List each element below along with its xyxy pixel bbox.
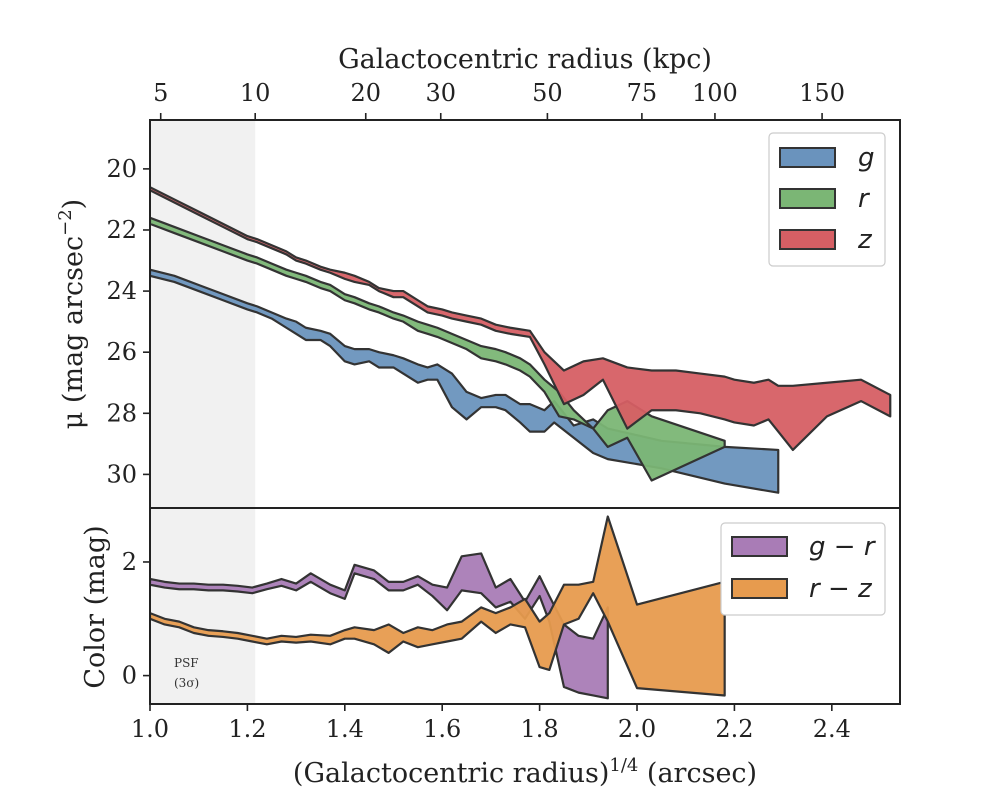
y-tick-label: 22 [106,216,137,244]
legend-label-z: z [857,225,873,255]
top-x-tick-label: 150 [799,79,845,107]
bottom-legend: g − r r − z [720,522,886,616]
x-tick-label: 2.0 [618,715,656,743]
bottom-panel-series [150,515,726,700]
legend-swatch-r-z [731,578,788,599]
psf-shaded-region-bottom [150,508,256,704]
top-x-tick-label: 5 [153,79,168,107]
bottom-y-axis-label: Color (mag) [80,525,111,688]
top-x-tick-label: 50 [532,79,563,107]
color-y-tick-label: 0 [122,662,137,690]
top-x-tick-label: 75 [627,79,658,107]
legend-label-r-z: r − z [809,574,873,604]
psf-shaded-region-top [150,120,256,508]
bottom-x-axis-label: (Galactocentric radius)1/4 (arcsec) [293,755,757,789]
band-r [150,216,726,482]
y-tick-label: 30 [106,460,137,488]
legend-label-g: g [858,143,875,173]
top-x-tick-label: 30 [425,79,456,107]
x-tick-label: 1.8 [521,715,559,743]
x-tick-label: 1.4 [326,715,364,743]
legend-swatch-r [779,188,836,209]
top-x-tick-label: 100 [692,79,738,107]
top-x-tick-label: 10 [240,79,271,107]
top-x-tick-label: 20 [350,79,381,107]
top-legend: grz [768,132,886,267]
top-panel-series [150,186,892,494]
top-y-axis-label: μ (mag arcsec−2) [55,199,89,429]
x-tick-label: 2.2 [715,715,753,743]
legend-label-r: r [858,184,871,214]
y-tick-label: 26 [106,338,137,366]
psf-annotation-line2: (3σ) [174,676,199,690]
band-g-r [150,552,609,700]
band-z [150,186,892,452]
legend-swatch-z [779,229,836,250]
x-tick-label: 2.4 [813,715,851,743]
psf-annotation-line1: PSF [174,656,199,670]
bottom-panel-frame [149,507,901,705]
x-tick-label: 1.2 [228,715,266,743]
y-tick-label: 28 [106,399,137,427]
axis-ticks: 1.0 1.2 1.4 1.6 1.8 2.0 2.2 2.45 10 20 30 50 75 100 15… [106,79,850,743]
band-r-z [150,515,726,697]
color-y-tick-label: 2 [122,548,137,576]
legend-swatch-g [779,147,836,168]
x-tick-label: 1.0 [131,715,169,743]
legend-label-g-r: g − r [809,532,877,562]
legend-swatch-g-r [731,536,788,557]
x-tick-label: 1.6 [423,715,461,743]
y-tick-label: 24 [106,277,137,305]
y-tick-label: 20 [106,155,137,183]
top-x-axis-label: Galactocentric radius (kpc) [338,44,712,75]
